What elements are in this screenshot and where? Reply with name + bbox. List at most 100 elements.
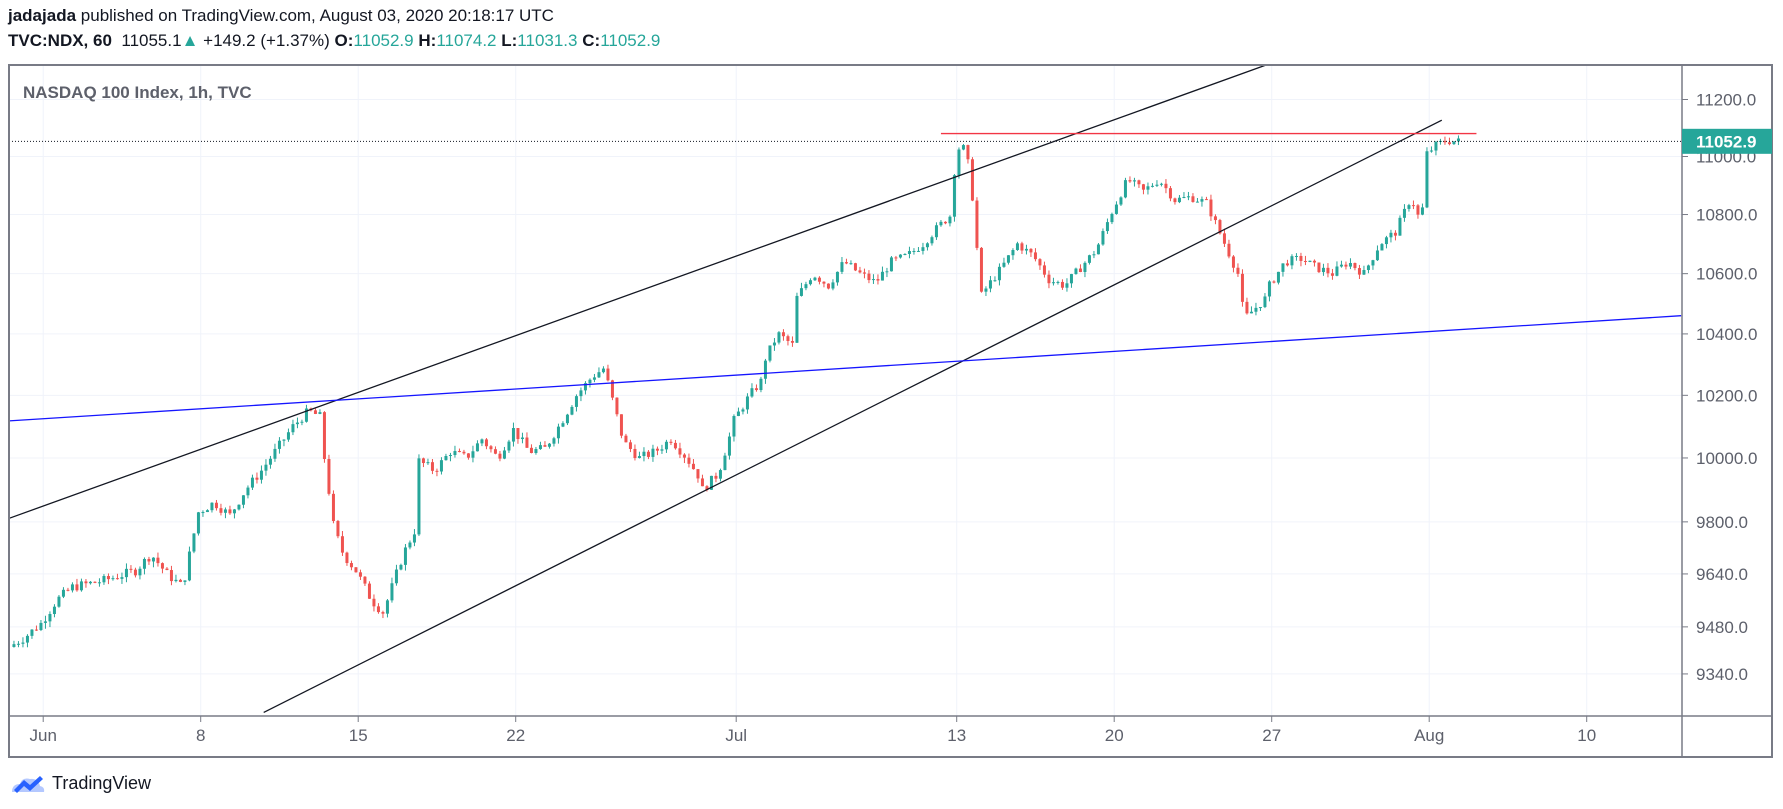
- candle-body: [732, 416, 736, 437]
- candle-body: [898, 254, 902, 258]
- candle-body: [723, 455, 727, 471]
- candle-body: [300, 421, 304, 423]
- candle-body: [538, 445, 542, 450]
- candle-body: [502, 450, 506, 459]
- candle-body: [214, 502, 218, 509]
- candle-body: [1290, 256, 1294, 266]
- candle-body: [1119, 197, 1123, 205]
- candle-body: [1276, 271, 1280, 283]
- candle-body: [1308, 260, 1312, 262]
- candle-body: [106, 576, 110, 580]
- candle-body: [43, 621, 47, 623]
- tradingview-cloud-icon: [12, 776, 45, 793]
- price-tick-label: 10600.0: [1696, 265, 1757, 284]
- candle-body: [660, 449, 664, 451]
- candle-body: [516, 428, 520, 440]
- tradingview-logo[interactable]: TradingView: [10, 772, 151, 794]
- candle-body: [952, 175, 956, 217]
- high-label: H:: [418, 31, 437, 50]
- candle-body: [934, 225, 938, 238]
- open-value: 11052.9: [353, 31, 414, 50]
- candle-body: [367, 583, 371, 599]
- candle-body: [246, 487, 250, 496]
- candle-body: [1101, 231, 1105, 245]
- candle-body: [349, 563, 353, 568]
- candle-body: [408, 542, 412, 548]
- chart-title: NASDAQ 100 Index, 1h, TVC: [23, 83, 252, 102]
- candle-body: [543, 445, 547, 447]
- candle-body: [1033, 252, 1037, 260]
- last-price-badge: 11052.9: [1682, 128, 1772, 154]
- candle-body: [480, 439, 484, 444]
- candle-body: [1141, 184, 1145, 190]
- candle-body: [471, 451, 475, 458]
- candle-body: [1344, 264, 1348, 267]
- low-value: 11031.3: [517, 31, 578, 50]
- price-tick-label: 11200.0: [1696, 91, 1756, 110]
- candle-body: [336, 520, 340, 537]
- candle-body: [867, 273, 871, 281]
- candle-body: [957, 149, 961, 176]
- candle-body: [835, 271, 839, 283]
- candle-body: [966, 145, 970, 160]
- candle-body: [1429, 150, 1433, 152]
- price-axis[interactable]: 11200.011000.010800.010600.010400.010200…: [1682, 91, 1757, 684]
- candle-body: [304, 408, 308, 422]
- candle-body: [556, 426, 560, 439]
- candle-body: [961, 145, 965, 150]
- candle-body: [984, 288, 988, 292]
- candle-body: [1096, 244, 1100, 255]
- candle-body: [259, 470, 263, 480]
- candle-body: [646, 451, 650, 457]
- candle-body: [345, 552, 349, 564]
- candle-body: [997, 266, 1001, 281]
- candle-body: [714, 475, 718, 479]
- candle-body: [840, 262, 844, 272]
- candle-body: [1375, 250, 1379, 261]
- candle-body: [111, 578, 115, 580]
- candle-body: [1137, 180, 1141, 185]
- candle-body: [948, 216, 952, 224]
- candle-body: [277, 440, 281, 449]
- candle-body: [1038, 259, 1042, 266]
- candle-body: [1110, 213, 1114, 223]
- candle-body: [673, 442, 677, 449]
- candle-body: [1452, 141, 1456, 145]
- candle-body: [705, 486, 709, 490]
- candle-body: [912, 250, 916, 252]
- candle-body: [700, 478, 704, 487]
- candle-body: [669, 441, 673, 443]
- candle-body: [619, 414, 623, 436]
- candle-body: [552, 438, 556, 444]
- candle-body: [813, 277, 817, 281]
- candle-body: [115, 578, 119, 580]
- price-tick-label: 9800.0: [1696, 513, 1748, 532]
- candle-body: [354, 567, 358, 573]
- candle-body: [97, 582, 101, 584]
- candle-body: [187, 551, 191, 581]
- author-name[interactable]: jadajada: [8, 6, 77, 25]
- candle-body: [1425, 151, 1429, 208]
- candle-body: [565, 414, 569, 424]
- candle-body: [525, 437, 529, 448]
- candle-body: [1447, 142, 1451, 145]
- drawings[interactable]: [8, 64, 1682, 714]
- candle-body: [142, 558, 146, 569]
- candle-body: [1249, 311, 1253, 314]
- time-tick-label: 22: [506, 726, 525, 745]
- candle-body: [1182, 197, 1186, 199]
- candle-body: [1074, 268, 1078, 275]
- candle-body: [61, 589, 65, 597]
- candle-body: [763, 360, 767, 379]
- last-price: 11055.1: [121, 31, 182, 50]
- candle-body: [183, 580, 187, 582]
- candle-body: [151, 557, 155, 562]
- candle-body: [1060, 281, 1064, 288]
- candle-body: [1123, 180, 1127, 198]
- candle-body: [457, 451, 461, 453]
- time-axis[interactable]: Jun 8 15 22 Jul 13 20 27 Aug 10: [29, 716, 1596, 745]
- candle-body: [1186, 196, 1190, 198]
- candle-body: [169, 570, 173, 582]
- candle-body: [642, 451, 646, 457]
